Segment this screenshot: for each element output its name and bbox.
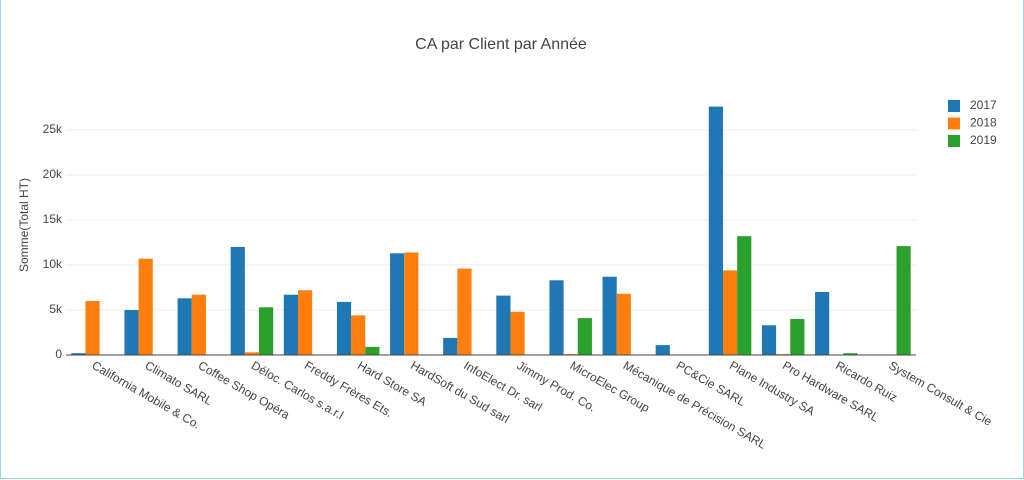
bar [177, 298, 192, 355]
bar [124, 310, 139, 355]
bar [790, 319, 805, 355]
y-axis-title: Somme(Total HT) [17, 178, 31, 272]
x-tick-label: System Consult & Cie [886, 358, 994, 429]
bar [616, 293, 631, 355]
chart-title: CA par Client par Année [415, 36, 587, 53]
bar [138, 258, 153, 355]
y-tick-label: 5k [49, 302, 63, 316]
legend-label: 2018 [970, 116, 997, 130]
bar [365, 346, 380, 355]
y-tick-label: 10k [43, 257, 63, 271]
legend-label: 2019 [970, 133, 997, 147]
bar [457, 268, 472, 355]
x-tick-label: HardSoft du Sud sarl [408, 358, 511, 426]
y-tick-label: 20k [43, 167, 63, 181]
bar [390, 253, 405, 355]
y-tick-label: 0 [55, 347, 62, 361]
bar [259, 307, 274, 355]
legend-label: 2017 [970, 98, 997, 112]
bar [602, 276, 617, 355]
bar [496, 295, 511, 355]
bar [230, 247, 245, 355]
bar [843, 353, 858, 355]
bar [404, 252, 419, 355]
bar [71, 353, 86, 355]
bar [737, 236, 752, 355]
bar [722, 270, 738, 355]
bar [815, 292, 830, 355]
bar [510, 311, 525, 355]
bar [761, 325, 777, 355]
bar [577, 318, 592, 355]
legend-swatch [948, 100, 960, 112]
bar [549, 280, 564, 355]
x-tick-label: Déloc. Carlos s.a.r.l [249, 358, 346, 422]
bar [244, 352, 260, 355]
legend-swatch [948, 135, 960, 147]
y-tick-label: 25k [43, 122, 63, 136]
x-tick-label: Coffee Shop Opéra [196, 358, 293, 422]
bar [191, 294, 206, 355]
bar [351, 315, 366, 355]
x-tick-label: Freddy Frères Ets. [302, 358, 395, 420]
bar [896, 246, 911, 355]
y-tick-label: 15k [43, 212, 63, 226]
legend-swatch [948, 117, 960, 130]
bar [297, 290, 313, 355]
bar [443, 337, 458, 355]
bar [283, 294, 298, 355]
bar [336, 301, 352, 355]
x-tick-label: Pro Hardware SARL [780, 358, 881, 425]
bar [655, 345, 670, 355]
bar [708, 106, 723, 355]
bar [85, 301, 100, 355]
